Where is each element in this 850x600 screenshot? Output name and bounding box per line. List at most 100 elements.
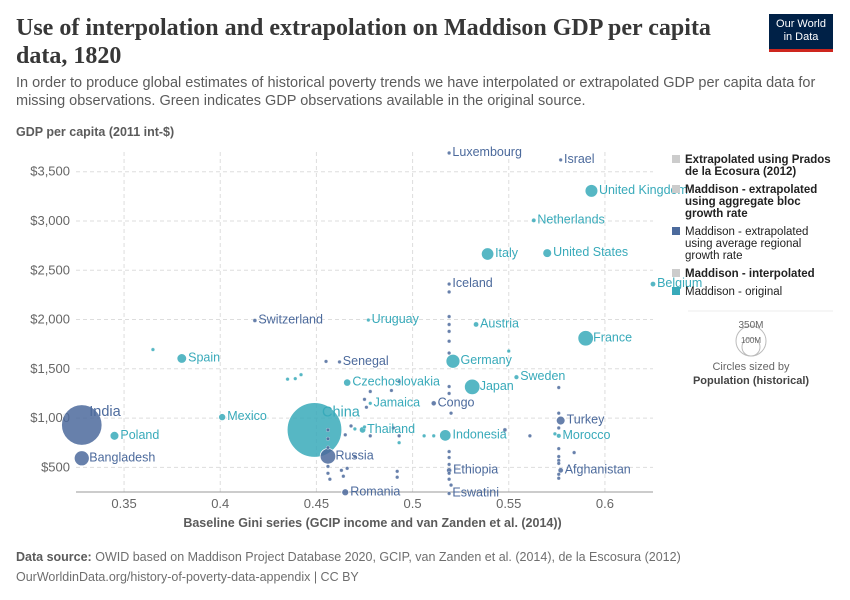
data-point[interactable] — [473, 321, 479, 328]
data-point[interactable] — [326, 427, 330, 432]
data-point[interactable] — [552, 431, 557, 436]
data-point[interactable] — [341, 488, 350, 497]
data-point[interactable] — [339, 468, 344, 473]
legend-label[interactable]: growth rate — [685, 208, 748, 220]
data-point[interactable] — [556, 461, 561, 466]
data-point[interactable] — [337, 359, 342, 364]
data-point[interactable] — [439, 429, 452, 442]
data-point[interactable] — [447, 462, 452, 467]
data-point[interactable] — [531, 218, 537, 223]
data-point[interactable] — [286, 402, 343, 458]
data-point[interactable] — [447, 391, 452, 396]
data-point[interactable] — [422, 433, 427, 438]
data-point[interactable] — [556, 454, 561, 459]
data-point[interactable] — [368, 401, 373, 406]
data-point[interactable] — [299, 372, 303, 377]
data-point[interactable] — [397, 379, 402, 384]
data-point[interactable] — [447, 282, 452, 287]
data-point[interactable] — [73, 450, 90, 467]
data-point[interactable] — [343, 432, 348, 437]
data-point[interactable] — [362, 425, 367, 429]
data-point[interactable] — [326, 464, 330, 469]
data-point[interactable] — [285, 377, 290, 382]
data-point[interactable] — [252, 318, 257, 323]
data-point[interactable] — [556, 385, 561, 390]
data-point[interactable] — [556, 433, 562, 439]
legend-label[interactable]: Extrapolated using Prados — [685, 154, 831, 166]
legend-label[interactable]: de la Ecosura (2012) — [685, 166, 796, 178]
data-point[interactable] — [556, 472, 561, 477]
data-point[interactable] — [556, 446, 561, 451]
data-point[interactable] — [326, 436, 330, 441]
data-point[interactable] — [345, 466, 350, 471]
legend-label[interactable]: Maddison - extrapolated — [685, 226, 808, 238]
legend-label[interactable]: Maddison - original — [685, 286, 782, 298]
data-point[interactable] — [557, 467, 564, 474]
source-url[interactable]: OurWorldinData.org/history-of-poverty-da… — [16, 570, 359, 584]
data-point[interactable] — [218, 413, 227, 422]
data-point[interactable] — [343, 378, 352, 387]
data-point[interactable] — [650, 281, 656, 287]
data-point[interactable] — [293, 376, 298, 381]
data-point[interactable] — [362, 397, 367, 402]
data-point[interactable] — [447, 289, 452, 294]
data-point[interactable] — [395, 469, 400, 474]
data-point[interactable] — [349, 424, 353, 428]
data-point[interactable] — [150, 347, 155, 352]
data-point[interactable] — [449, 483, 453, 488]
data-point[interactable] — [514, 374, 519, 380]
legend-label[interactable]: Maddison - extrapolated — [685, 184, 817, 196]
data-point[interactable] — [397, 433, 402, 438]
owid-logo[interactable]: Our World in Data — [769, 14, 833, 52]
legend-label[interactable]: Maddison - interpolated — [685, 268, 815, 280]
data-point[interactable] — [464, 378, 481, 396]
data-point[interactable] — [61, 404, 103, 446]
data-point[interactable] — [555, 415, 566, 426]
data-point[interactable] — [447, 351, 452, 355]
data-point[interactable] — [447, 151, 452, 155]
data-point[interactable] — [506, 349, 511, 354]
data-point[interactable] — [326, 471, 330, 476]
data-point[interactable] — [368, 389, 373, 394]
legend-swatch[interactable] — [672, 287, 680, 295]
data-point[interactable] — [480, 247, 495, 261]
data-point[interactable] — [447, 477, 452, 482]
legend-swatch[interactable] — [672, 185, 680, 193]
legend-swatch[interactable] — [672, 269, 680, 277]
data-point[interactable] — [447, 384, 452, 389]
data-point[interactable] — [368, 433, 373, 438]
data-point[interactable] — [389, 388, 394, 393]
data-point[interactable] — [502, 427, 508, 433]
data-point[interactable] — [577, 330, 594, 347]
data-point[interactable] — [326, 445, 330, 450]
data-point[interactable] — [352, 454, 357, 459]
data-point[interactable] — [447, 322, 452, 327]
data-point[interactable] — [556, 425, 561, 430]
data-point[interactable] — [109, 430, 120, 441]
data-point[interactable] — [324, 359, 328, 364]
data-point[interactable] — [395, 475, 400, 480]
data-point[interactable] — [176, 353, 188, 364]
legend-label[interactable]: using aggregate bloc — [685, 196, 801, 208]
legend-swatch[interactable] — [672, 227, 680, 235]
data-point[interactable] — [397, 440, 402, 445]
data-point[interactable] — [447, 455, 452, 460]
data-point[interactable] — [527, 433, 532, 438]
data-point[interactable] — [447, 471, 452, 476]
data-point[interactable] — [447, 314, 452, 319]
data-point[interactable] — [431, 400, 437, 406]
data-point[interactable] — [584, 184, 599, 198]
data-point[interactable] — [341, 474, 346, 479]
data-point[interactable] — [447, 329, 452, 334]
data-point[interactable] — [447, 339, 452, 344]
data-point[interactable] — [319, 448, 337, 465]
data-point[interactable] — [431, 433, 436, 438]
data-point[interactable] — [447, 491, 452, 496]
data-point[interactable] — [352, 426, 357, 431]
data-point[interactable] — [364, 405, 369, 410]
data-point[interactable] — [572, 450, 577, 455]
data-point[interactable] — [445, 353, 461, 369]
data-point[interactable] — [391, 425, 396, 430]
data-point[interactable] — [327, 477, 332, 482]
data-point[interactable] — [449, 411, 453, 416]
